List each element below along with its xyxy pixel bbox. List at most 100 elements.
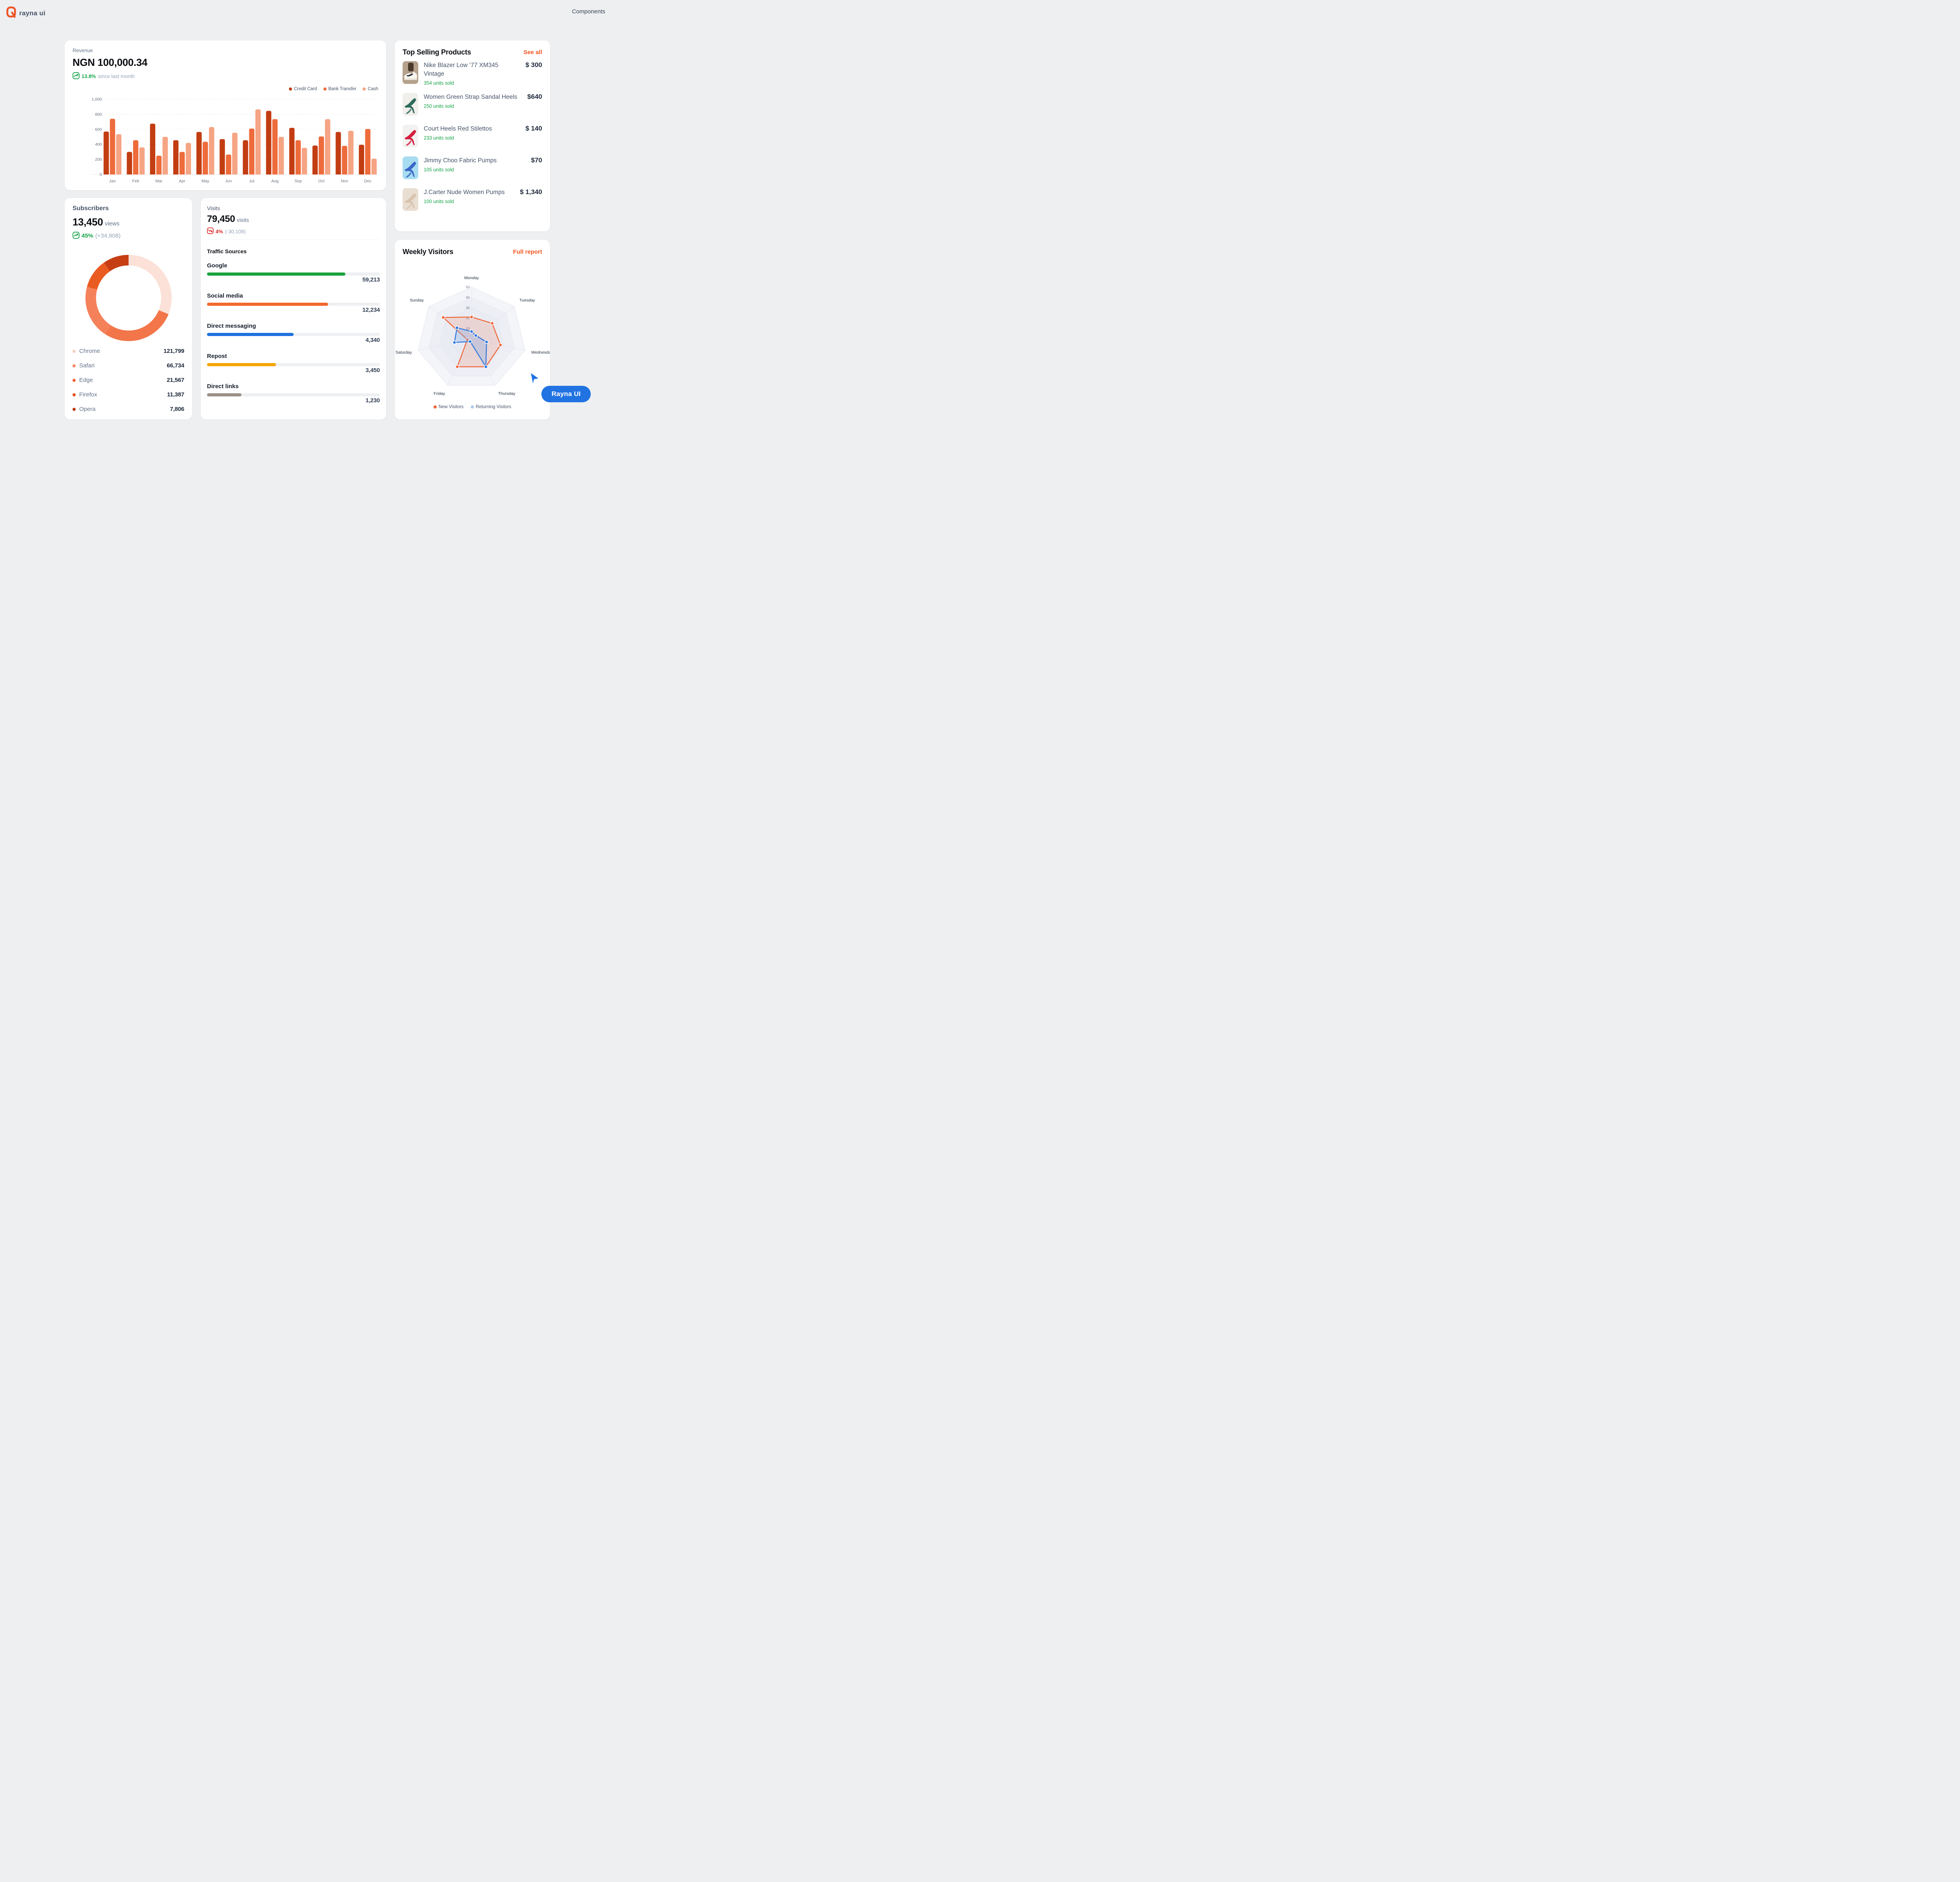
product-price: $ 300 <box>525 61 542 69</box>
traffic-sources-list: Google 59,213 Social media 12,234 Direct mes… <box>207 259 380 410</box>
product-row-5[interactable]: J.Carter Nude Women Pumps 100 units sold $… <box>403 188 542 220</box>
progress-track <box>207 333 380 336</box>
browser-value: 11,387 <box>167 391 184 398</box>
bar-oct-credit-card <box>312 145 318 174</box>
x-axis-tick: Feb <box>132 179 139 183</box>
radar-svg: 10 20 30 40 50 Monday Tuesday Wednesday Thursday… <box>396 276 553 396</box>
traffic-row-direct-links: Direct links 1,230 <box>207 380 380 410</box>
product-name: Jimmy Choo Fabric Pumps <box>424 157 497 164</box>
visits-value-suffix: visits <box>237 217 249 223</box>
browser-row-edge: Edge 21,567 <box>73 373 184 387</box>
x-axis-tick: Dec <box>364 179 372 183</box>
top-bar: rayna ui Components <box>0 0 615 24</box>
mouse-cursor-icon <box>527 371 543 389</box>
revenue-title: Revenue <box>73 47 93 53</box>
radar-tick: 20 <box>466 316 470 320</box>
bar-aug-bank-transfer <box>272 119 278 174</box>
legend-label: Cash <box>368 87 378 91</box>
bar-apr-bank-transfer <box>179 152 185 174</box>
donut-segment-opera <box>85 255 172 341</box>
nav-components[interactable]: Components <box>572 8 605 15</box>
bar-dec-cash <box>371 158 377 174</box>
browser-label: Opera <box>79 406 96 412</box>
revenue-chart-legend: Credit Card Bank Transfer Cash <box>289 87 378 91</box>
bar-dec-bank-transfer <box>365 129 370 174</box>
bar-oct-cash <box>325 119 330 174</box>
browser-value: 66,734 <box>167 362 184 369</box>
radar-point <box>452 340 457 345</box>
y-axis-tick: 200 <box>95 157 102 162</box>
see-all-link[interactable]: See all <box>523 49 542 56</box>
subscribers-value: 13,450 <box>73 216 103 228</box>
visits-card: Visits 79,450 visits 4% (-30,108) Traffi… <box>201 198 386 420</box>
weekly-title: Weekly Visitors <box>403 248 454 256</box>
radar-point <box>441 315 445 320</box>
radar-legend-item-returning-visitors: Returning Visitors <box>470 405 511 409</box>
legend-item-credit-card: Credit Card <box>289 87 317 91</box>
browser-value: 121,799 <box>163 348 184 354</box>
bar-sep-cash <box>301 147 307 174</box>
progress-track <box>207 393 380 396</box>
progress-fill <box>207 272 345 276</box>
radar-point <box>470 315 474 319</box>
bar-jul-credit-card <box>243 140 248 174</box>
donut-svg <box>85 255 172 341</box>
visits-value: 79,450 <box>207 214 235 224</box>
traffic-label: Social media <box>207 292 243 299</box>
progress-fill <box>207 363 276 366</box>
browser-label: Edge <box>79 377 93 383</box>
progress-fill <box>207 333 294 336</box>
traffic-value: 1,230 <box>365 397 380 404</box>
product-row-1[interactable]: Nike Blazer Low ‘77 XM345 Vintage 354 uni… <box>403 61 542 93</box>
radar-tick: 30 <box>466 306 470 310</box>
product-name: J.Carter Nude Women Pumps <box>424 189 505 196</box>
revenue-delta-row: 13.8% since last month <box>73 72 378 80</box>
product-units-sold: 250 units sold <box>424 104 454 109</box>
bar-dec-credit-card <box>359 145 364 174</box>
traffic-sources-title: Traffic Sources <box>207 248 247 254</box>
radar-tick: 10 <box>466 327 470 331</box>
bar-jul-cash <box>255 109 261 174</box>
radar-point <box>498 343 503 347</box>
legend-label: Credit Card <box>294 87 317 91</box>
brand-logo[interactable]: rayna ui <box>6 6 45 20</box>
traffic-row-social-media: Social media 12,234 <box>207 289 380 320</box>
product-image <box>403 93 418 116</box>
rayna-ui-cursor-tag: Rayna UI <box>541 386 591 402</box>
donut-segment-edge <box>85 255 172 341</box>
legend-label: New Visitors <box>438 405 464 409</box>
bar-jan-cash <box>116 134 122 174</box>
product-name: Court Heels Red Stilettos <box>424 125 492 132</box>
x-axis-tick: Jul <box>249 179 254 183</box>
traffic-label: Google <box>207 262 227 269</box>
traffic-row-google: Google 59,213 <box>207 259 380 289</box>
product-row-2[interactable]: Women Green Strap Sandal Heels 250 units … <box>403 93 542 125</box>
legend-dot-icon <box>470 405 474 409</box>
revenue-bar-chart: 0 200 400 600 800 1,000 Jan Feb Mar Apr May Jun Jul A… <box>91 97 378 183</box>
product-row-3[interactable]: Court Heels Red Stilettos 233 units sold $… <box>403 125 542 156</box>
bar-sep-bank-transfer <box>295 140 301 174</box>
traffic-label: Direct messaging <box>207 323 256 329</box>
product-image <box>403 61 418 84</box>
legend-dot-icon <box>433 405 437 409</box>
browser-row-chrome: Chrome 121,799 <box>73 344 184 358</box>
y-axis-tick: 400 <box>95 142 102 147</box>
subscribers-donut-chart <box>82 251 176 347</box>
x-axis-tick: Nov <box>341 179 348 183</box>
bar-may-cash <box>209 127 214 174</box>
bar-jun-cash <box>232 133 238 174</box>
x-axis-tick: Apr <box>179 179 185 183</box>
product-units-sold: 233 units sold <box>424 135 454 141</box>
brand-name: rayna ui <box>19 9 45 17</box>
bar-oct-bank-transfer <box>319 136 324 174</box>
visits-delta-row: 4% (-30,108) <box>207 227 380 235</box>
browser-list: Chrome 121,799 Safari 66,734 Edge 21,567 Firef… <box>73 344 184 416</box>
radar-point <box>474 333 478 338</box>
full-report-link[interactable]: Full report <box>513 249 542 255</box>
y-axis-tick: 0 <box>100 173 102 177</box>
product-price: $640 <box>527 93 542 100</box>
bar-mar-cash <box>162 137 168 174</box>
progress-track <box>207 272 380 276</box>
product-row-4[interactable]: Jimmy Choo Fabric Pumps 105 units sold $70 <box>403 156 542 188</box>
traffic-label: Repost <box>207 353 227 360</box>
